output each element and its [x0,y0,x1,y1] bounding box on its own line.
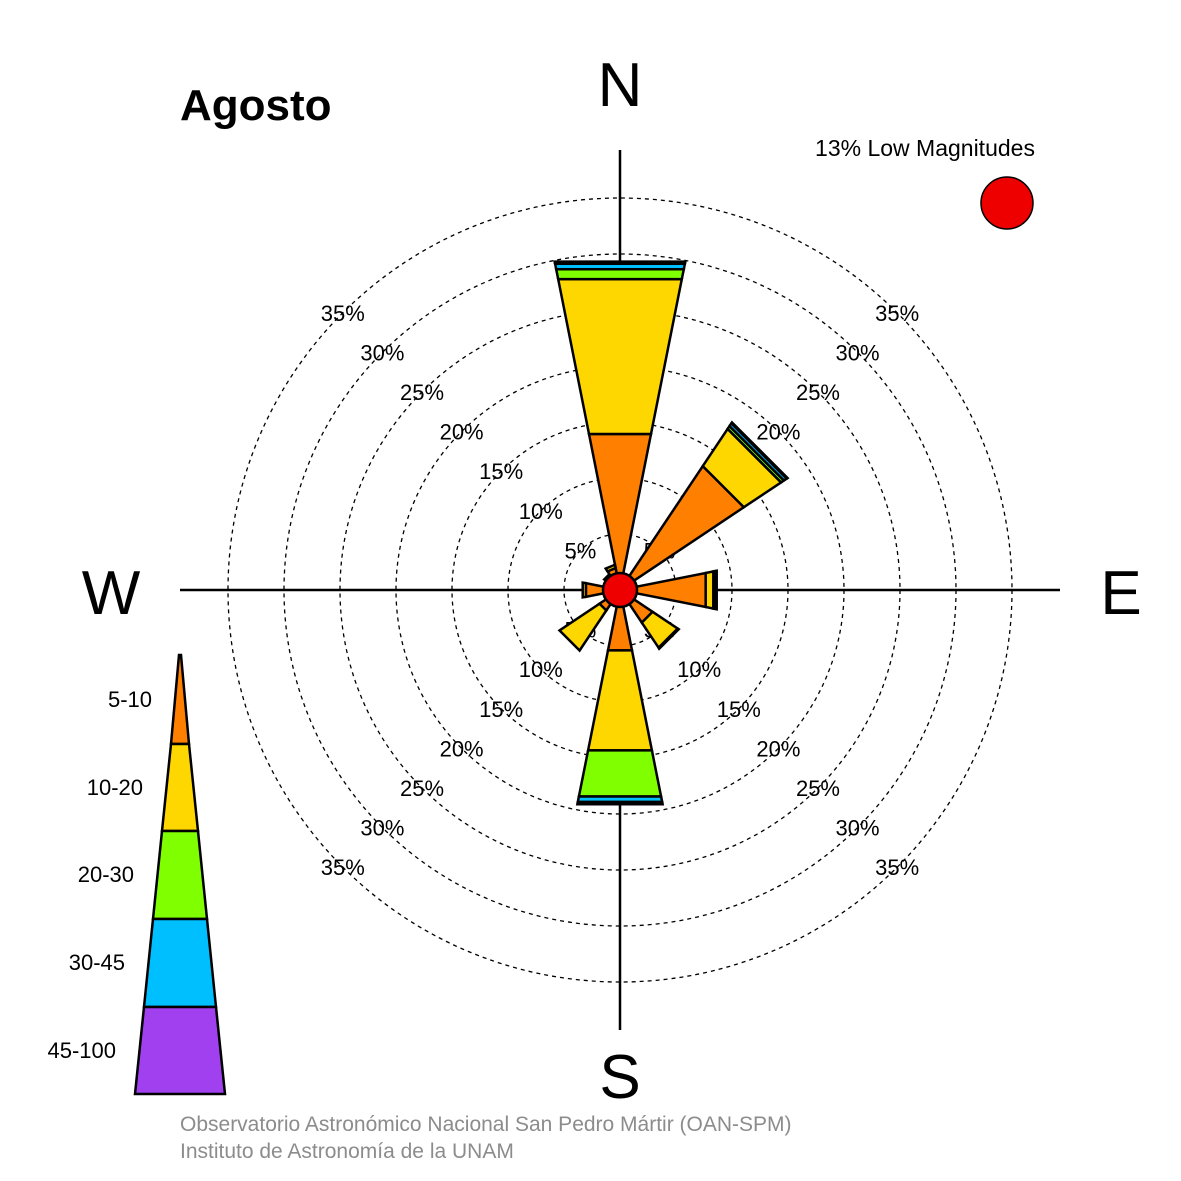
calm-legend-dot [980,176,1034,230]
ring-label-5-nw: 5% [565,538,597,563]
ring-label-25-nw: 25% [400,380,444,405]
legend-swatch-5-10 [169,653,191,746]
petal-0-10-20 [556,277,684,436]
legend-swatch-20-30 [151,829,209,921]
petal-135-20-30 [657,627,681,651]
ring-label-20-se: 20% [756,736,800,761]
petal-225-10-20 [557,602,608,653]
credit-line-2: Instituto de Astronomía de la UNAM [180,1140,514,1163]
ring-label-25-se: 25% [796,776,840,801]
legend-label-10-20: 10-20 [87,775,143,800]
ring-label-35-se: 35% [875,855,919,880]
legend-swatch-10-20 [160,742,200,833]
petal-180-20-30 [577,749,663,798]
legend-label-20-30: 20-30 [78,862,134,887]
ring-label-15-nw: 15% [479,459,523,484]
legend-label-30-45: 30-45 [69,950,125,975]
ring-label-30-ne: 30% [836,340,880,365]
ring-label-30-se: 30% [836,816,880,841]
ring-label-10-nw: 10% [519,499,563,524]
ring-label-25-ne: 25% [796,380,840,405]
speed-legend: 5-10 10-20 20-30 30-45 45-100 [47,653,227,1096]
ring-label-10-sw: 10% [519,657,563,682]
ring-label-20-ne: 20% [756,420,800,445]
petal-180-45-100 [575,800,665,806]
petal-0-20-30 [554,267,686,281]
cardinal-east: E [1100,559,1141,628]
petal-180-10-20 [586,649,654,752]
petal-0-45-100 [553,260,687,266]
ring-label-15-se: 15% [717,697,761,722]
petal-270-10-20 [581,581,588,599]
petal-45-45-100 [729,420,790,481]
credit-line-1: Observatorio Astronómico Nacional San Pe… [180,1113,792,1136]
cardinal-south: S [599,1043,640,1112]
ring-label-30-sw: 30% [360,816,404,841]
legend-swatch-45-100 [133,1005,227,1096]
ring-label-30-nw: 30% [360,340,404,365]
ring-label-35-ne: 35% [875,301,919,326]
chart-title: Agosto [180,81,332,130]
wind-petals [553,260,790,806]
ring-label-35-sw: 35% [321,855,365,880]
cardinal-west: W [82,559,141,628]
legend-swatch-30-45 [142,917,218,1009]
calm-label: 13% Low Magnitudes [815,135,1035,161]
ring-label-20-nw: 20% [440,420,484,445]
ring-label-35-nw: 35% [321,301,365,326]
ring-label-15-sw: 15% [479,697,523,722]
cardinal-north: N [598,51,643,120]
petal-337.5-10-20 [603,562,618,573]
ring-label-20-sw: 20% [440,736,484,761]
ring-label-25-sw: 25% [400,776,444,801]
petal-90-30-45 [714,569,718,611]
calm-center-marker [601,571,639,609]
legend-label-45-100: 45-100 [47,1038,116,1063]
ring-label-10-se: 10% [677,657,721,682]
legend-label-5-10: 5-10 [108,687,152,712]
